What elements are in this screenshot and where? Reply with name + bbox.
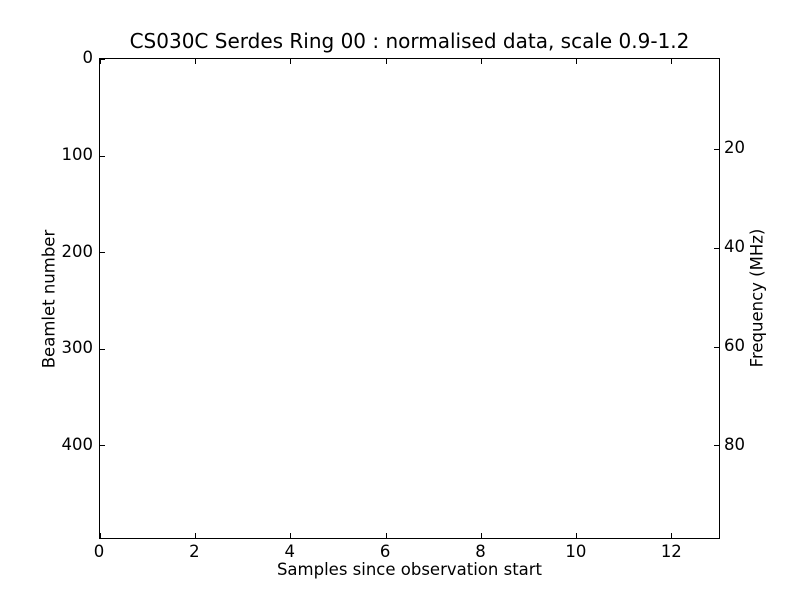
x-tick-mark-bottom [480,533,482,538]
x-tick-mark-top [576,59,578,64]
x-tick-mark-top [385,59,387,64]
y-left-tick-mark [100,155,105,157]
y-left-tick-mark [100,445,105,447]
y-right-tick-mark [714,149,719,151]
x-tick-mark-top [480,59,482,64]
plot-area [99,58,720,539]
x-tick-label: 8 [475,542,486,561]
y-right-tick-label: 60 [724,336,745,356]
x-axis-label: Samples since observation start [276,560,543,579]
y-left-tick-label: 300 [61,338,94,358]
x-tick-label: 10 [565,542,587,561]
y-right-tick-mark [714,346,719,348]
y-right-tick-label: 80 [724,435,745,455]
y-left-tick-label: 400 [61,435,94,455]
x-tick-label: 0 [93,542,105,561]
x-tick-mark-bottom [195,533,197,538]
chart-title: CS030C Serdes Ring 00 : normalised data,… [129,29,690,53]
x-tick-mark-top [195,59,197,64]
x-tick-label: 6 [379,542,391,561]
y-left-tick-mark [100,252,105,254]
x-tick-label: 2 [189,542,200,561]
y-left-tick-label: 200 [61,241,94,261]
y-right-tick-label: 20 [724,138,745,158]
y-left-tick-label: 100 [61,144,94,164]
y-left-tick-mark [100,348,105,350]
x-tick-mark-bottom [671,533,673,538]
x-tick-mark-bottom [100,533,101,538]
x-tick-mark-bottom [576,533,578,538]
x-tick-label: 12 [660,542,682,561]
y-right-tick-label: 40 [724,237,745,257]
x-tick-mark-bottom [290,533,292,538]
x-tick-mark-bottom [385,533,387,538]
y-right-tick-mark [714,445,719,447]
x-tick-label: 4 [284,542,296,561]
y-axis-label-right: Frequency (MHz) [747,228,767,368]
y-right-tick-mark [714,247,719,249]
x-tick-mark-top [100,59,101,64]
y-left-tick-mark [100,59,105,60]
y-left-tick-label: 0 [82,48,94,67]
x-tick-mark-top [290,59,292,64]
x-tick-mark-top [671,59,673,64]
